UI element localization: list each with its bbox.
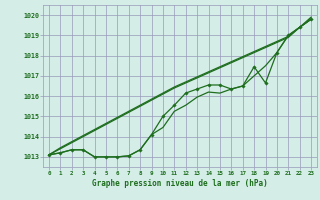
X-axis label: Graphe pression niveau de la mer (hPa): Graphe pression niveau de la mer (hPa) <box>92 179 268 188</box>
